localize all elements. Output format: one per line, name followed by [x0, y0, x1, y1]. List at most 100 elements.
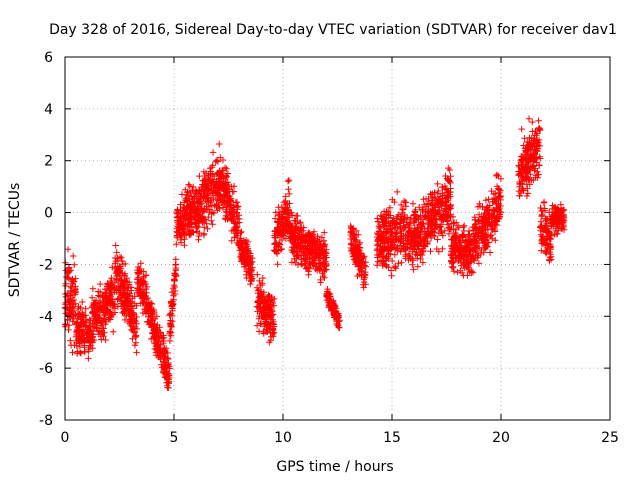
data-point: [419, 206, 426, 213]
x-tick-label: 10: [274, 430, 292, 446]
data-point: [264, 322, 271, 329]
data-point: [315, 252, 323, 259]
data-point: [347, 241, 355, 248]
data-point: [533, 147, 541, 154]
data-point: [166, 328, 174, 336]
data-point: [207, 194, 215, 201]
data-point: [518, 125, 525, 133]
data-point: [269, 316, 276, 324]
data-point: [109, 284, 116, 291]
data-point: [116, 283, 124, 290]
data-point: [137, 300, 144, 307]
data-point: [194, 217, 201, 224]
data-point: [207, 170, 214, 177]
data-point: [422, 213, 429, 220]
data-point: [130, 311, 138, 318]
data-point: [491, 207, 498, 214]
data-point: [392, 265, 399, 272]
data-point: [189, 200, 197, 207]
data-point: [221, 182, 228, 189]
data-point: [436, 224, 443, 231]
data-point: [73, 339, 80, 346]
data-point: [171, 276, 178, 284]
data-point: [85, 355, 92, 362]
data-point: [192, 189, 199, 197]
data-point: [108, 279, 115, 286]
data-point: [298, 231, 305, 238]
data-point: [387, 244, 394, 251]
data-point: [65, 274, 72, 282]
data-point: [171, 283, 178, 291]
x-tick-label: 5: [170, 430, 179, 446]
data-point: [100, 302, 107, 309]
data-point: [435, 187, 442, 195]
data-point: [166, 371, 173, 379]
data-point: [95, 292, 102, 299]
data-point: [335, 322, 342, 329]
data-point: [324, 294, 332, 301]
data-point: [285, 186, 292, 193]
data-point: [136, 270, 143, 277]
data-point: [558, 206, 566, 214]
data-point: [431, 232, 438, 240]
data-point: [217, 154, 224, 161]
data-point: [66, 303, 73, 311]
data-point: [383, 253, 390, 260]
data-point: [82, 305, 89, 312]
data-point: [273, 243, 280, 251]
data-point: [442, 195, 450, 202]
data-point: [380, 230, 387, 237]
data-point: [78, 328, 86, 335]
data-point: [362, 281, 369, 288]
data-point: [116, 290, 123, 298]
data-point: [410, 245, 417, 252]
data-point: [177, 201, 184, 208]
data-point: [256, 303, 263, 310]
data-point: [404, 241, 411, 248]
data-point: [455, 247, 462, 254]
data-point: [118, 257, 126, 265]
data-point: [421, 228, 428, 235]
data-point: [374, 229, 381, 237]
data-point: [374, 218, 382, 225]
data-point: [320, 272, 327, 280]
data-point: [287, 225, 295, 233]
data-point: [108, 311, 115, 318]
data-point: [79, 298, 86, 306]
data-point: [310, 260, 318, 268]
data-point: [254, 287, 262, 294]
data-point: [210, 195, 217, 203]
data-point: [195, 198, 202, 205]
data-point: [282, 222, 290, 230]
data-point: [69, 349, 76, 356]
data-point: [391, 251, 398, 258]
data-point: [238, 228, 245, 236]
data-point: [296, 219, 304, 226]
data-point: [243, 256, 250, 263]
data-point: [107, 277, 114, 285]
data-point: [453, 243, 460, 250]
data-point: [161, 353, 169, 361]
data-point: [177, 207, 184, 214]
data-point: [139, 281, 147, 289]
data-point: [373, 262, 381, 269]
data-point: [487, 231, 495, 239]
data-point: [411, 246, 418, 253]
data-point: [90, 327, 97, 335]
data-point: [224, 179, 231, 186]
data-point: [67, 294, 74, 302]
data-point: [300, 227, 307, 235]
data-point: [386, 204, 394, 211]
y-tick-label: 0: [44, 206, 53, 222]
data-point: [94, 300, 102, 308]
data-point: [542, 250, 550, 257]
data-point: [259, 274, 266, 282]
data-point: [82, 312, 89, 319]
data-point: [428, 225, 435, 232]
data-point: [137, 288, 144, 295]
data-point: [204, 225, 211, 232]
data-point: [352, 242, 359, 249]
data-point: [233, 199, 241, 206]
data-point: [549, 205, 556, 213]
data-point: [184, 192, 192, 199]
